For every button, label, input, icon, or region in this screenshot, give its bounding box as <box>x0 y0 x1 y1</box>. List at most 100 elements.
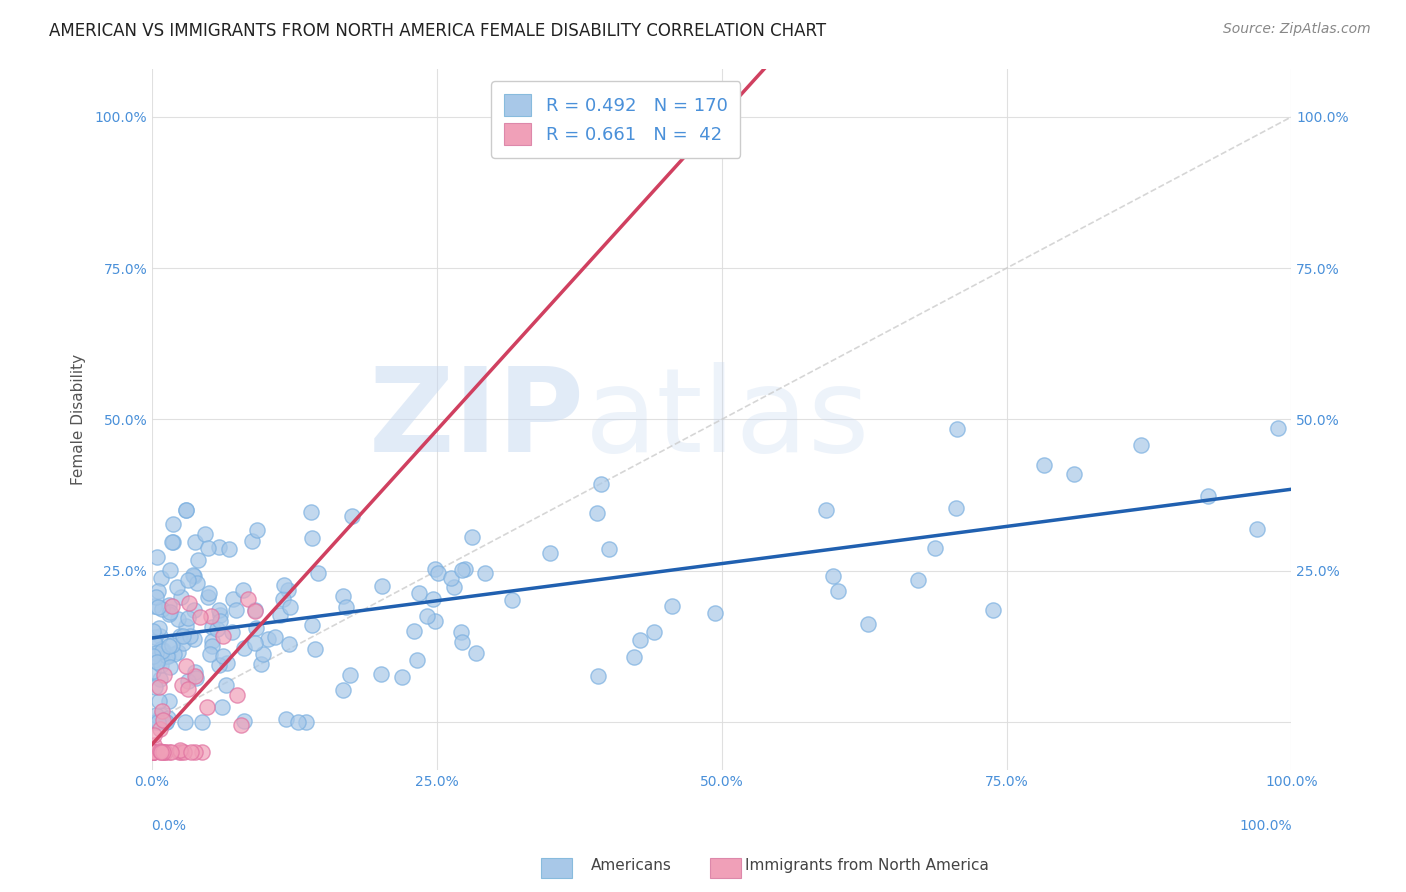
Point <box>145 549 167 564</box>
Point <box>157 607 180 621</box>
Point <box>304 642 326 657</box>
Point <box>143 714 166 729</box>
Point <box>155 714 177 729</box>
Point <box>907 573 929 587</box>
Point <box>585 506 607 520</box>
Point <box>181 567 204 582</box>
Point <box>252 647 274 661</box>
Point <box>174 659 197 673</box>
Point <box>232 582 254 597</box>
Point <box>143 728 166 742</box>
Point <box>269 607 291 622</box>
Point <box>246 523 269 537</box>
Point <box>190 745 212 759</box>
Point <box>406 653 429 667</box>
Point <box>170 745 193 759</box>
Point <box>159 605 181 619</box>
Point <box>340 508 363 523</box>
Point <box>177 596 200 610</box>
Point <box>232 641 254 656</box>
Point <box>172 636 194 650</box>
Point <box>426 566 449 580</box>
Text: ZIP: ZIP <box>368 362 585 477</box>
Point <box>183 632 205 646</box>
Point <box>150 708 173 723</box>
Point <box>143 680 166 694</box>
Point <box>229 718 252 732</box>
Point <box>391 670 413 684</box>
Point <box>152 745 174 759</box>
Point <box>301 531 323 545</box>
Point <box>332 590 354 604</box>
Point <box>1246 522 1268 536</box>
Point <box>225 603 247 617</box>
Point <box>190 714 212 729</box>
Point <box>162 599 184 613</box>
Point <box>142 599 165 613</box>
Point <box>152 713 174 727</box>
Point <box>180 745 202 759</box>
Point <box>183 665 205 679</box>
Point <box>174 502 197 516</box>
Point <box>149 744 172 758</box>
Point <box>423 562 446 576</box>
Point <box>184 534 207 549</box>
Point <box>167 645 190 659</box>
Point <box>201 639 224 653</box>
Point <box>148 680 170 694</box>
Point <box>278 637 301 651</box>
Point <box>200 608 222 623</box>
Point <box>402 624 425 638</box>
Point <box>299 505 322 519</box>
Point <box>156 649 179 664</box>
Point <box>243 603 266 617</box>
Point <box>159 660 181 674</box>
Point <box>186 575 208 590</box>
Point <box>232 714 254 728</box>
Point <box>143 630 166 644</box>
Point <box>167 745 190 759</box>
Point <box>197 700 219 714</box>
Point <box>440 571 463 585</box>
Point <box>501 593 523 607</box>
Point <box>150 642 173 657</box>
Point <box>148 694 170 708</box>
Point <box>628 633 651 648</box>
Point <box>924 541 946 555</box>
Point <box>160 535 183 549</box>
Text: 100.0%: 100.0% <box>1240 820 1292 833</box>
Point <box>208 603 231 617</box>
Point <box>945 501 967 516</box>
Point <box>623 649 645 664</box>
Point <box>174 619 197 633</box>
Point <box>211 699 233 714</box>
Point <box>588 668 610 682</box>
Point <box>287 714 309 729</box>
Point <box>159 745 181 759</box>
Point <box>142 624 165 639</box>
Point <box>162 516 184 531</box>
Text: Immigrants from North America: Immigrants from North America <box>745 858 988 872</box>
Point <box>179 629 201 643</box>
Point <box>142 664 165 678</box>
Point <box>143 652 166 666</box>
Point <box>704 606 727 620</box>
Point <box>162 535 184 549</box>
Point <box>207 622 229 636</box>
Point <box>200 634 222 648</box>
Point <box>149 745 172 759</box>
Point <box>451 563 474 577</box>
Point <box>221 624 243 639</box>
Point <box>183 745 205 759</box>
Text: atlas: atlas <box>585 362 870 477</box>
Point <box>187 553 209 567</box>
Point <box>176 681 198 696</box>
Point <box>142 745 165 759</box>
Point <box>145 590 167 604</box>
Point <box>827 584 849 599</box>
Point <box>177 573 200 587</box>
Point <box>150 745 173 759</box>
Point <box>212 649 235 664</box>
Point <box>257 632 280 646</box>
Point <box>172 629 194 643</box>
